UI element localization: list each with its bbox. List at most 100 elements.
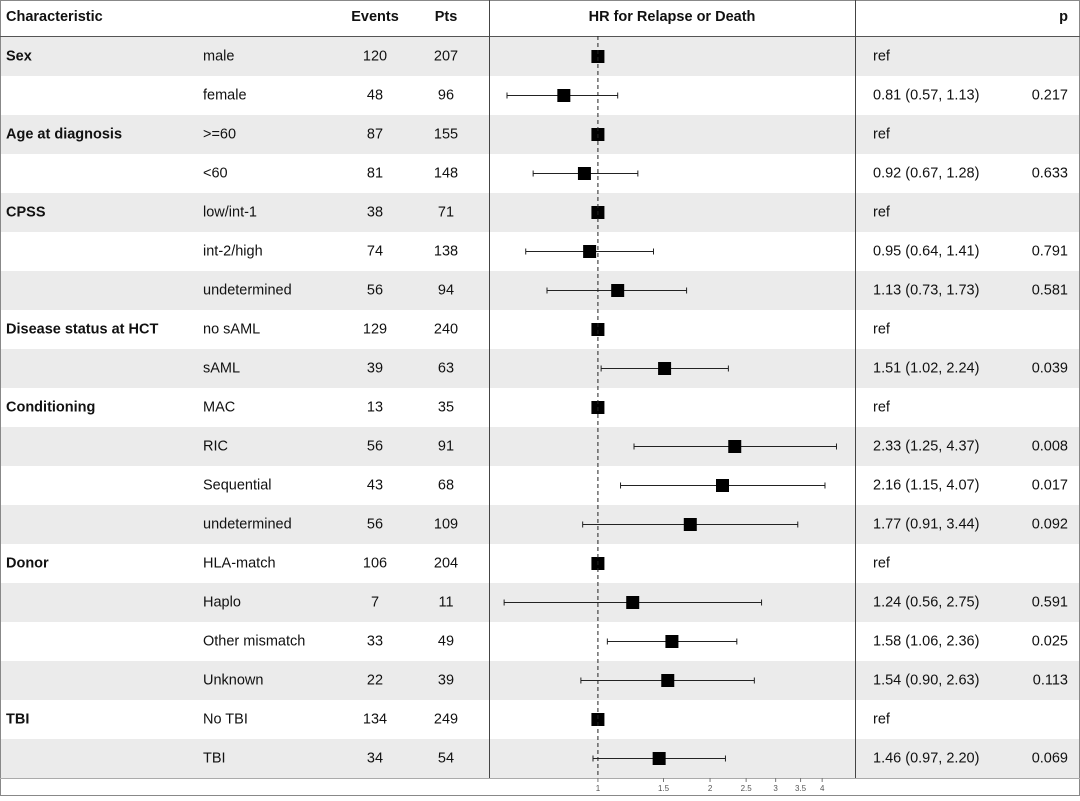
pts: 54 (438, 750, 454, 766)
estimate-label: ref (873, 48, 891, 64)
estimate-square (557, 89, 571, 102)
estimate-square (577, 167, 591, 180)
pts: 155 (434, 126, 458, 142)
p-value: 0.633 (1032, 165, 1068, 181)
pts: 207 (434, 48, 458, 64)
estimate-label: 1.77 (0.91, 3.44) (873, 516, 979, 532)
estimate-label: ref (873, 555, 891, 571)
events: 48 (367, 87, 383, 103)
pts: 148 (434, 165, 458, 181)
estimate-label: 1.54 (0.90, 2.63) (873, 672, 979, 688)
level-label: female (203, 87, 247, 103)
estimate-square (611, 284, 625, 297)
x-tick-label: 4 (820, 784, 825, 793)
header: Events (351, 9, 399, 25)
events: 74 (367, 243, 383, 259)
pts: 109 (434, 516, 458, 532)
estimate-square (591, 323, 605, 336)
level-label: male (203, 48, 234, 64)
estimate-square (591, 50, 605, 63)
group-label: TBI (6, 711, 29, 727)
x-tick-label: 2.5 (741, 784, 753, 793)
estimate-label: 0.95 (0.64, 1.41) (873, 243, 979, 259)
pts: 35 (438, 399, 454, 415)
pts: 68 (438, 477, 454, 493)
level-label: MAC (203, 399, 235, 415)
p-value: 0.591 (1032, 594, 1068, 610)
pts: 204 (434, 555, 458, 571)
level-label: HLA-match (203, 555, 276, 571)
estimate-label: 1.24 (0.56, 2.75) (873, 594, 979, 610)
estimate-label: 1.46 (0.97, 2.20) (873, 750, 979, 766)
events: 129 (363, 321, 387, 337)
p-value: 0.113 (1033, 672, 1068, 688)
row-shade (0, 427, 1080, 466)
events: 13 (367, 399, 383, 415)
level-label: Haplo (203, 594, 241, 610)
x-tick-label: 1.5 (658, 784, 670, 793)
x-tick-label: 2 (708, 784, 713, 793)
estimate-label: 1.13 (0.73, 1.73) (873, 282, 979, 298)
estimate-label: 2.16 (1.15, 4.07) (873, 477, 979, 493)
estimate-square (626, 596, 640, 609)
row-shade (0, 115, 1080, 154)
estimate-label: 0.92 (0.67, 1.28) (873, 165, 979, 181)
events: 33 (367, 633, 383, 649)
row-shade (0, 271, 1080, 310)
header: Pts (435, 9, 458, 25)
events: 120 (363, 48, 387, 64)
x-tick-label: 3 (773, 784, 778, 793)
level-label: Other mismatch (203, 633, 305, 649)
pts: 91 (438, 438, 454, 454)
x-tick-label: 1 (596, 784, 601, 793)
p-value: 0.581 (1032, 282, 1068, 298)
group-label: Donor (6, 555, 49, 571)
row-shade (0, 661, 1080, 700)
events: 81 (367, 165, 383, 181)
level-label: low/int-1 (203, 204, 257, 220)
events: 134 (363, 711, 387, 727)
x-tick-label: 3.5 (795, 784, 807, 793)
pts: 240 (434, 321, 458, 337)
events: 56 (367, 438, 383, 454)
estimate-label: 2.33 (1.25, 4.37) (873, 438, 979, 454)
level-label: Unknown (203, 672, 263, 688)
group-label: CPSS (6, 204, 46, 220)
level-label: <60 (203, 165, 228, 181)
events: 56 (367, 282, 383, 298)
estimate-label: 0.81 (0.57, 1.13) (873, 87, 979, 103)
p-value: 0.017 (1032, 477, 1068, 493)
estimate-square (665, 635, 679, 648)
row-shade (0, 37, 1080, 76)
level-label: int-2/high (203, 243, 263, 259)
group-label: Sex (6, 48, 32, 64)
pts: 71 (438, 204, 454, 220)
estimate-label: ref (873, 204, 891, 220)
estimate-square (591, 713, 605, 726)
pts: 11 (438, 594, 453, 610)
header: Characteristic (6, 9, 103, 25)
estimate-square (683, 518, 697, 531)
estimate-square (728, 440, 742, 453)
estimate-label: 1.51 (1.02, 2.24) (873, 360, 979, 376)
level-label: TBI (203, 750, 226, 766)
p-value: 0.092 (1032, 516, 1068, 532)
pts: 96 (438, 87, 454, 103)
estimate-square (583, 245, 597, 258)
estimate-square (652, 752, 666, 765)
row-shade (0, 739, 1080, 778)
p-value: 0.025 (1032, 633, 1068, 649)
p-value: 0.008 (1032, 438, 1068, 454)
group-label: Disease status at HCT (6, 321, 158, 337)
p-value: 0.069 (1032, 750, 1068, 766)
row-backgrounds (0, 37, 1080, 778)
events: 106 (363, 555, 387, 571)
events: 34 (367, 750, 383, 766)
level-label: Sequential (203, 477, 272, 493)
events: 38 (367, 204, 383, 220)
p-value: 0.791 (1032, 243, 1068, 259)
events: 56 (367, 516, 383, 532)
row-shade (0, 193, 1080, 232)
pts: 39 (438, 672, 454, 688)
